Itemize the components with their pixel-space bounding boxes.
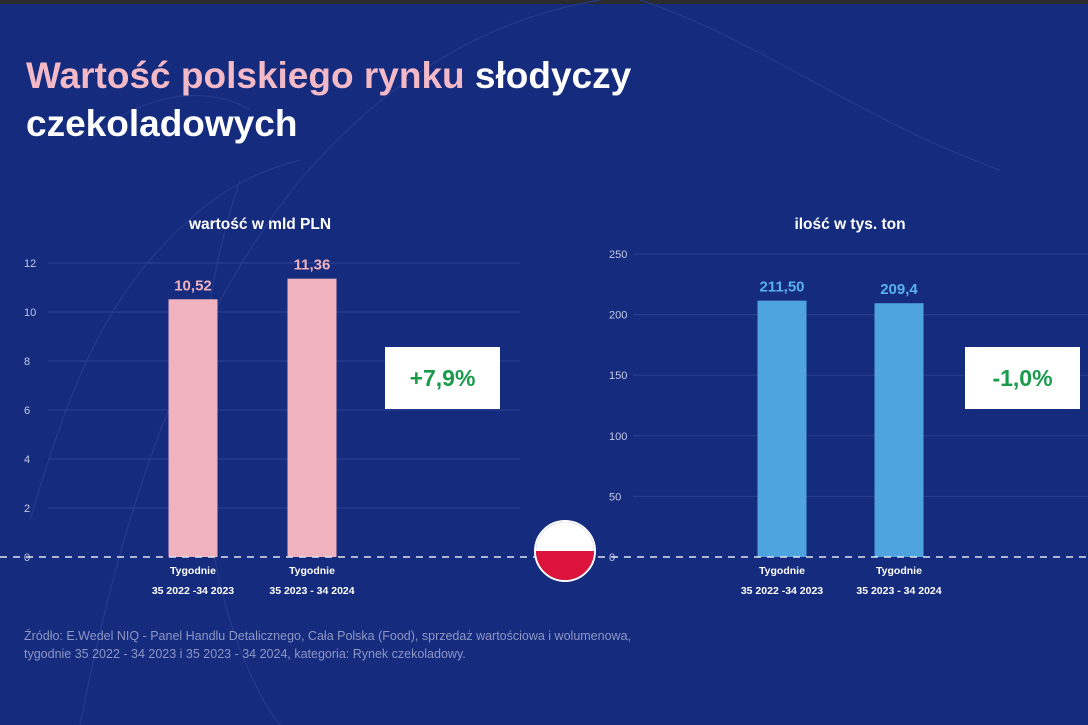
bar [757,300,807,557]
y-tick-label: 0 [609,552,615,564]
x-category-label: 35 2023 - 34 2024 [269,585,354,597]
y-tick-label: 200 [609,310,627,322]
y-tick-label: 6 [24,405,30,417]
y-tick-label: 0 [24,552,30,564]
bar [287,278,337,557]
value-change-badge: +7,9% [385,347,500,409]
x-category-label: 35 2023 - 34 2024 [856,585,941,597]
bar [168,299,218,557]
y-tick-label: 8 [24,356,30,368]
volume-bar-chart: 0 50 100 150 200 250 211,50 Tygodnie 35 2022 -34… [609,249,1088,597]
chart-title-value: wartość w mld PLN [188,216,332,233]
bar-value-label: 11,36 [294,257,331,274]
y-tick-label: 50 [609,491,621,503]
x-category-label: Tygodnie [759,565,805,577]
y-tick-label: 12 [24,258,36,270]
source-line: tygodnie 35 2022 - 34 2023 i 35 2023 - 3… [24,647,466,661]
page-title: Wartość polskiego rynku słodyczy czekola… [26,52,786,148]
page-title-rest: słodyczy czekoladowych [26,55,632,144]
volume-change-badge: -1,0% [965,347,1080,409]
x-category-label: Tygodnie [289,565,335,577]
x-category-label: 35 2022 -34 2023 [741,585,823,597]
value-bar-chart: 0 2 4 6 8 10 12 10,52 Tygodnie 35 2022 -34 2023 11… [24,257,520,597]
bar-value-label: 211,50 [759,279,804,296]
y-tick-label: 2 [24,503,30,515]
source-note: Źródło: E.Wedel NIQ - Panel Handlu Detal… [24,627,744,663]
x-category-label: Tygodnie [876,565,922,577]
y-tick-label: 250 [609,249,627,261]
bar-value-label: 10,52 [174,277,212,294]
y-tick-label: 4 [24,454,30,466]
y-tick-label: 100 [609,431,627,443]
source-line: Źródło: E.Wedel NIQ - Panel Handlu Detal… [24,629,631,643]
page-title-highlight: Wartość polskiego rynku [26,55,465,96]
top-border [0,0,1088,4]
bar [874,303,924,557]
y-tick-label: 10 [24,307,36,319]
x-category-label: 35 2022 -34 2023 [152,585,234,597]
x-category-label: Tygodnie [170,565,216,577]
poland-flag-icon [534,520,596,582]
y-tick-label: 150 [609,370,627,382]
chart-title-volume: ilość w tys. ton [794,216,906,233]
bar-value-label: 209,4 [880,281,918,298]
